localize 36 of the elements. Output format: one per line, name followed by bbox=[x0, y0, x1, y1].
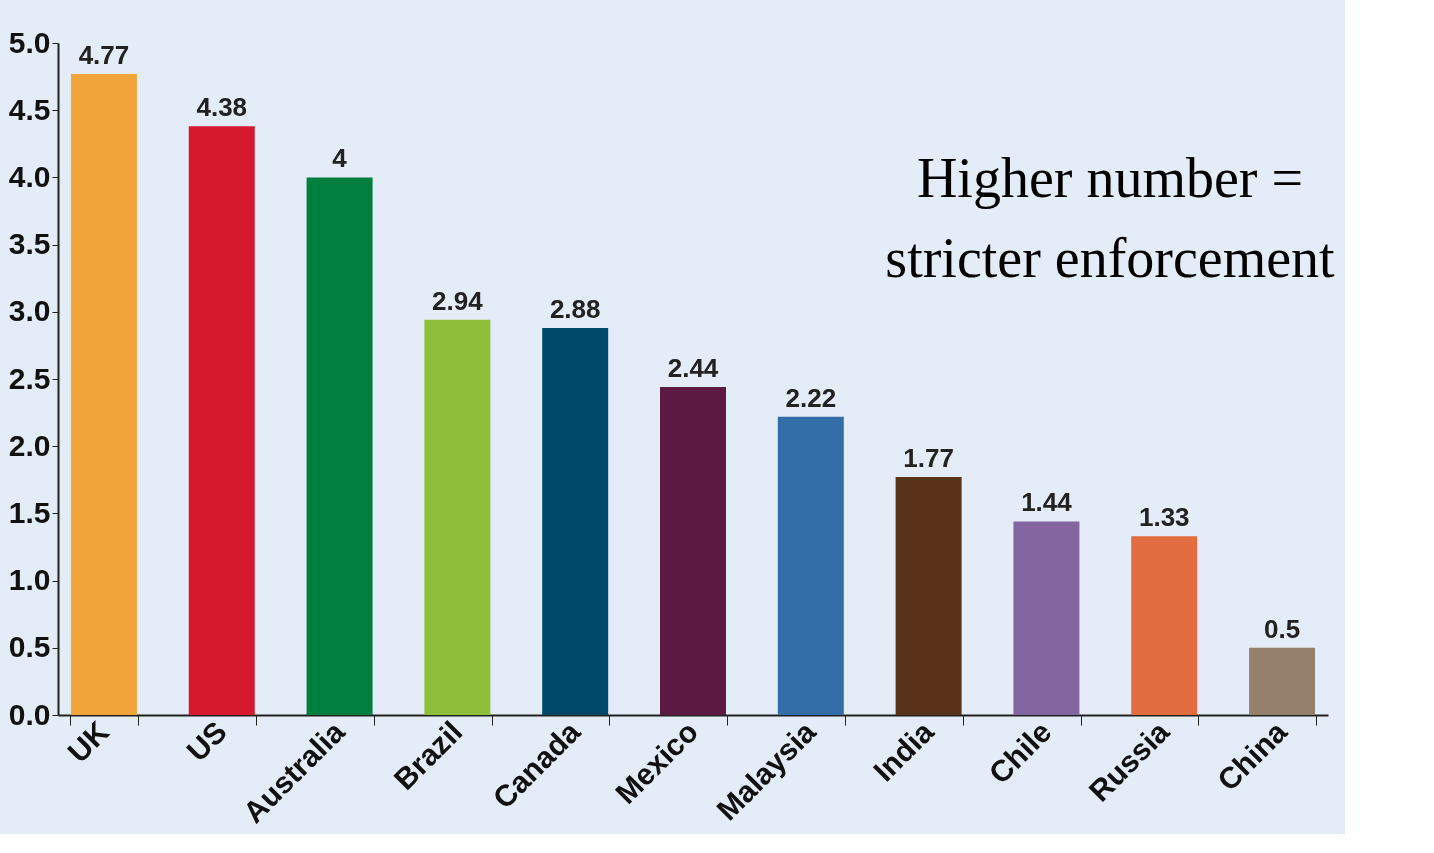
data-label: 4 bbox=[332, 143, 348, 174]
data-label: 2.22 bbox=[785, 382, 837, 413]
y-tick-label: 1.5 bbox=[8, 495, 51, 529]
bar bbox=[424, 319, 491, 715]
bar bbox=[542, 327, 609, 715]
bar bbox=[1249, 647, 1316, 715]
data-label: 2.88 bbox=[549, 293, 601, 324]
y-tick-label: 4.0 bbox=[8, 159, 51, 193]
y-tick-label: 2.5 bbox=[8, 361, 51, 395]
x-tick-label: US bbox=[180, 714, 233, 768]
data-label: 2.44 bbox=[667, 353, 719, 384]
bar bbox=[188, 126, 255, 715]
y-tick-label: 5.0 bbox=[8, 25, 51, 59]
data-label: 4.77 bbox=[78, 39, 130, 70]
data-label: 1.33 bbox=[1138, 502, 1190, 533]
bar bbox=[895, 477, 962, 715]
bar bbox=[1013, 521, 1080, 715]
data-label: 2.94 bbox=[432, 285, 484, 316]
bar bbox=[306, 177, 373, 715]
bar bbox=[777, 416, 844, 715]
y-tick-label: 3.5 bbox=[8, 227, 51, 261]
bar bbox=[660, 387, 726, 715]
y-tick-label: 1.0 bbox=[8, 563, 51, 597]
annotation: Higher number = stricter enforcement bbox=[885, 147, 1336, 289]
y-tick-label: 4.5 bbox=[8, 92, 51, 126]
data-label: 1.44 bbox=[1021, 487, 1073, 518]
bar bbox=[70, 73, 137, 715]
bar bbox=[1131, 536, 1198, 715]
x-tick-label: UK bbox=[61, 714, 116, 769]
data-label: 4.38 bbox=[196, 92, 248, 123]
data-label: 1.77 bbox=[903, 443, 954, 474]
y-tick-label: 3.0 bbox=[8, 294, 51, 328]
data-label: 0.5 bbox=[1263, 613, 1301, 644]
y-tick-label: 0.0 bbox=[8, 697, 51, 731]
y-tick-label: 0.5 bbox=[8, 630, 51, 664]
y-tick-label: 2.0 bbox=[8, 428, 51, 462]
